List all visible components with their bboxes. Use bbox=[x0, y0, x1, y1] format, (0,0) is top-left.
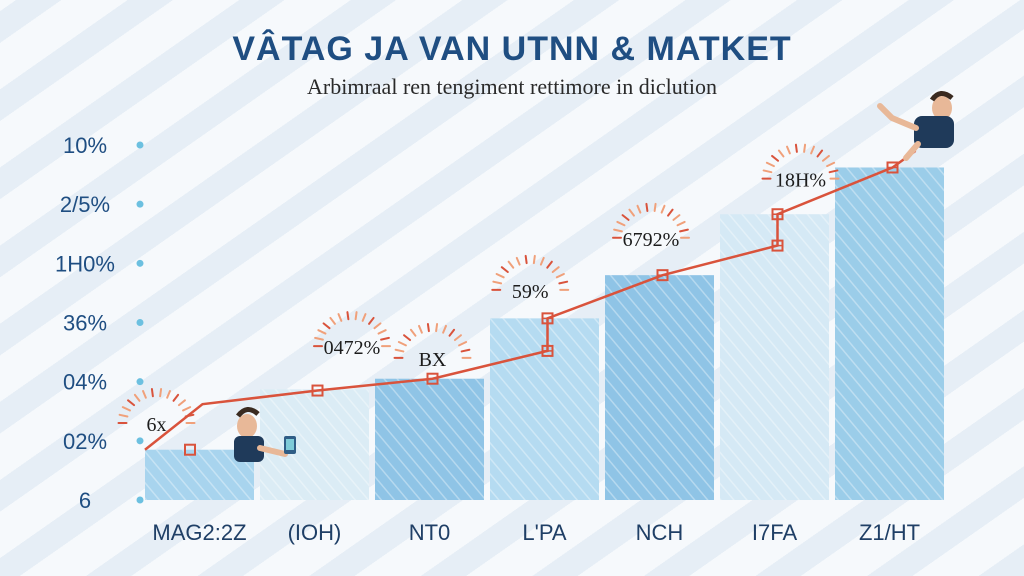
bar-texture bbox=[605, 275, 714, 500]
y-tick-dot bbox=[136, 200, 144, 208]
y-tick-label: 6 bbox=[79, 488, 91, 513]
y-tick-dot bbox=[136, 259, 144, 267]
label-burst-decoration bbox=[313, 311, 391, 348]
label-burst-decoration bbox=[612, 202, 690, 239]
y-tick-label: 02% bbox=[63, 429, 107, 454]
x-tick-label: NT0 bbox=[409, 520, 451, 545]
y-tick-dot bbox=[136, 378, 144, 386]
data-label: BX bbox=[419, 349, 447, 371]
data-label: 59% bbox=[512, 281, 549, 303]
line-marker bbox=[184, 443, 196, 456]
label-burst-decoration bbox=[117, 388, 196, 424]
y-tick-dot bbox=[136, 141, 144, 149]
bar-texture bbox=[720, 214, 829, 500]
x-tick-label: I7FA bbox=[752, 520, 798, 545]
x-tick-label: (IOH) bbox=[288, 520, 342, 545]
data-label: 18H% bbox=[775, 170, 826, 192]
x-tick-label: Z1/HT bbox=[859, 520, 920, 545]
data-label: 0472% bbox=[324, 337, 381, 359]
label-burst-decoration bbox=[393, 322, 472, 359]
y-tick-dot bbox=[136, 496, 144, 504]
data-label: 6x bbox=[147, 414, 167, 436]
chart-title: VÂTAG JA VAN UTNN & MATKET bbox=[232, 30, 792, 68]
x-tick-label: MAG2:2Z bbox=[152, 520, 246, 545]
x-tick-label: NCH bbox=[636, 520, 684, 545]
bar-texture bbox=[490, 318, 599, 500]
bar-texture bbox=[375, 378, 484, 500]
y-tick-dot bbox=[136, 437, 144, 445]
x-tick-label: L'PA bbox=[522, 520, 566, 545]
y-tick-dot bbox=[136, 319, 144, 326]
label-burst-decoration bbox=[491, 254, 570, 291]
y-tick-label: 2/5% bbox=[60, 192, 110, 217]
chart-subtitle: Arbimraal ren tengiment rettimore in dic… bbox=[307, 74, 717, 99]
bar-texture bbox=[835, 167, 944, 500]
y-tick-label: 04% bbox=[63, 370, 107, 395]
data-label: 6792% bbox=[623, 229, 680, 251]
y-tick-label: 36% bbox=[63, 311, 107, 336]
y-tick-label: 1H0% bbox=[55, 251, 115, 276]
y-tick-label: 10% bbox=[63, 133, 107, 158]
label-burst-decoration bbox=[761, 143, 840, 180]
bar-texture bbox=[260, 389, 369, 500]
person-left-illustration bbox=[234, 407, 296, 462]
person-right-illustration bbox=[877, 91, 954, 161]
